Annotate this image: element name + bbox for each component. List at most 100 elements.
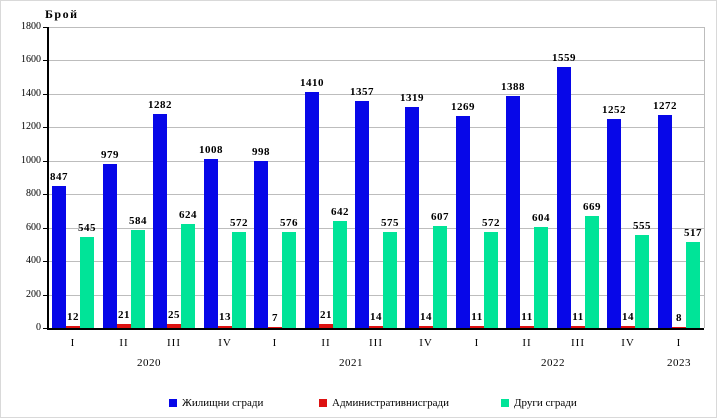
bar-other-1 <box>131 230 145 328</box>
quarter-tick-label-4: I <box>272 337 278 349</box>
bar-value-label-residential-0: 847 <box>50 171 68 183</box>
y-tick-1600 <box>43 60 48 61</box>
bar-residential-10 <box>557 67 571 328</box>
bar-value-label-administrative-11: 14 <box>622 311 634 323</box>
bar-other-4 <box>282 232 296 328</box>
legend-item-residential: Жилищни сгради <box>169 397 263 409</box>
bar-other-9 <box>534 227 548 328</box>
y-tick-1800 <box>43 27 48 28</box>
bar-residential-3 <box>204 159 218 328</box>
bar-value-label-other-6: 575 <box>381 217 399 229</box>
bar-value-label-other-9: 604 <box>532 212 550 224</box>
bar-other-2 <box>181 224 195 328</box>
legend-label-residential: Жилищни сгради <box>182 397 264 409</box>
quarter-tick-label-10: III <box>571 337 585 349</box>
bar-administrative-8 <box>470 326 484 328</box>
bar-value-label-residential-6: 1357 <box>350 86 374 98</box>
bar-value-label-other-2: 624 <box>179 209 197 221</box>
bar-residential-8 <box>456 116 470 328</box>
quarter-tick-label-5: II <box>321 337 331 349</box>
legend-swatch-administrative <box>319 399 327 407</box>
bar-value-label-residential-2: 1282 <box>148 99 172 111</box>
y-tick-label-1200: 1200 <box>21 121 41 132</box>
y-tick-1400 <box>43 94 48 95</box>
y-tick-400 <box>43 261 48 262</box>
y-tick-label-1400: 1400 <box>21 88 41 99</box>
gridline-1200 <box>48 127 704 128</box>
bar-value-label-residential-7: 1319 <box>400 92 424 104</box>
year-label-2021: 2021 <box>339 357 363 369</box>
bar-other-3 <box>232 232 246 328</box>
quarter-tick-label-9: II <box>522 337 532 349</box>
bar-value-label-administrative-1: 21 <box>118 309 130 321</box>
bar-administrative-0 <box>66 326 80 328</box>
bar-other-10 <box>585 216 599 328</box>
bar-administrative-7 <box>419 326 433 328</box>
legend-swatch-other <box>501 399 509 407</box>
legend-label-administrative: Административнисгради <box>332 397 450 409</box>
bar-value-label-administrative-4: 7 <box>272 312 278 324</box>
bar-residential-5 <box>305 92 319 328</box>
bar-value-label-other-3: 572 <box>230 217 248 229</box>
legend-item-administrative: Административнисгради <box>319 397 449 409</box>
bar-other-6 <box>383 232 397 328</box>
bar-residential-9 <box>506 96 520 328</box>
bar-value-label-residential-1: 979 <box>101 149 119 161</box>
bar-value-label-residential-9: 1388 <box>501 81 525 93</box>
bar-administrative-12 <box>672 327 686 328</box>
quarter-tick-label-7: IV <box>419 337 433 349</box>
bar-other-11 <box>635 235 649 328</box>
bar-value-label-other-4: 576 <box>280 217 298 229</box>
bar-other-0 <box>80 237 94 328</box>
bar-value-label-administrative-0: 12 <box>67 311 79 323</box>
bar-value-label-administrative-10: 11 <box>572 311 584 323</box>
bar-administrative-11 <box>621 326 635 328</box>
bar-value-label-other-1: 584 <box>129 215 147 227</box>
bar-value-label-other-8: 572 <box>482 217 500 229</box>
bar-residential-12 <box>658 115 672 328</box>
gridline-1800 <box>48 27 704 28</box>
gridline-800 <box>48 194 704 195</box>
bar-value-label-residential-12: 1272 <box>653 100 677 112</box>
bar-value-label-residential-5: 1410 <box>300 77 324 89</box>
y-tick-600 <box>43 228 48 229</box>
year-label-2022: 2022 <box>541 357 565 369</box>
y-tick-label-400: 400 <box>26 255 41 266</box>
y-tick-label-1000: 1000 <box>21 155 41 166</box>
quarter-tick-label-12: I <box>676 337 682 349</box>
y-tick-0 <box>43 328 48 329</box>
bar-other-8 <box>484 232 498 328</box>
gridline-1600 <box>48 60 704 61</box>
quarter-tick-label-2: III <box>167 337 181 349</box>
bar-administrative-5 <box>319 324 333 328</box>
bar-residential-0 <box>52 186 66 328</box>
bar-value-label-administrative-2: 25 <box>168 309 180 321</box>
bar-value-label-residential-10: 1559 <box>552 52 576 64</box>
quarter-tick-label-11: IV <box>621 337 635 349</box>
bar-value-label-residential-8: 1269 <box>451 101 475 113</box>
bar-residential-7 <box>405 107 419 328</box>
bar-administrative-1 <box>117 324 131 328</box>
bar-administrative-2 <box>167 324 181 328</box>
bar-value-label-administrative-8: 11 <box>471 311 483 323</box>
gridline-1000 <box>48 161 704 162</box>
gridline-600 <box>48 228 704 229</box>
gridline-200 <box>48 295 704 296</box>
quarter-tick-label-8: I <box>474 337 480 349</box>
bar-residential-1 <box>103 164 117 328</box>
x-axis-line <box>47 328 704 330</box>
bar-value-label-administrative-7: 14 <box>420 311 432 323</box>
bar-value-label-other-0: 545 <box>78 222 96 234</box>
quarter-tick-label-3: IV <box>218 337 232 349</box>
bar-value-label-other-11: 555 <box>633 220 651 232</box>
bar-value-label-administrative-3: 13 <box>219 311 231 323</box>
y-tick-1200 <box>43 127 48 128</box>
bar-value-label-other-5: 642 <box>331 206 349 218</box>
gridline-1400 <box>48 94 704 95</box>
quarter-tick-label-0: I <box>70 337 76 349</box>
y-tick-label-0: 0 <box>36 322 41 333</box>
bar-residential-4 <box>254 161 268 328</box>
quarter-tick-label-6: III <box>369 337 383 349</box>
y-tick-200 <box>43 295 48 296</box>
